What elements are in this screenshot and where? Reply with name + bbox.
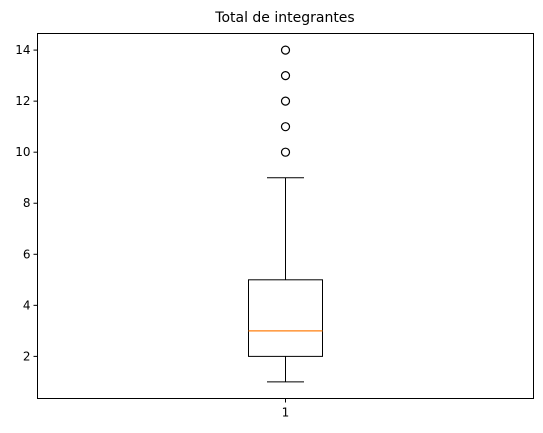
boxes-group: [248, 45, 323, 383]
outlier-point: [280, 71, 291, 81]
outlier-point: [280, 122, 291, 132]
y-tick-label: 4: [23, 298, 31, 312]
box-iqr: [248, 279, 323, 357]
y-tick-label: 6: [23, 247, 31, 261]
x-tick-label: 1: [282, 406, 290, 420]
outlier-point: [280, 147, 291, 157]
y-tick-label: 2: [23, 349, 31, 363]
y-tick-label: 12: [15, 94, 30, 108]
x-axis: 1: [282, 398, 290, 420]
y-tick-label: 8: [23, 196, 31, 210]
y-axis: 2 4 6 8 10 12 14: [15, 43, 38, 363]
chart-title: Total de integrantes: [214, 10, 354, 26]
outlier-point: [280, 96, 291, 106]
y-tick-label: 10: [15, 145, 30, 159]
outlier-point: [280, 45, 291, 55]
y-tick-label: 14: [15, 43, 30, 57]
